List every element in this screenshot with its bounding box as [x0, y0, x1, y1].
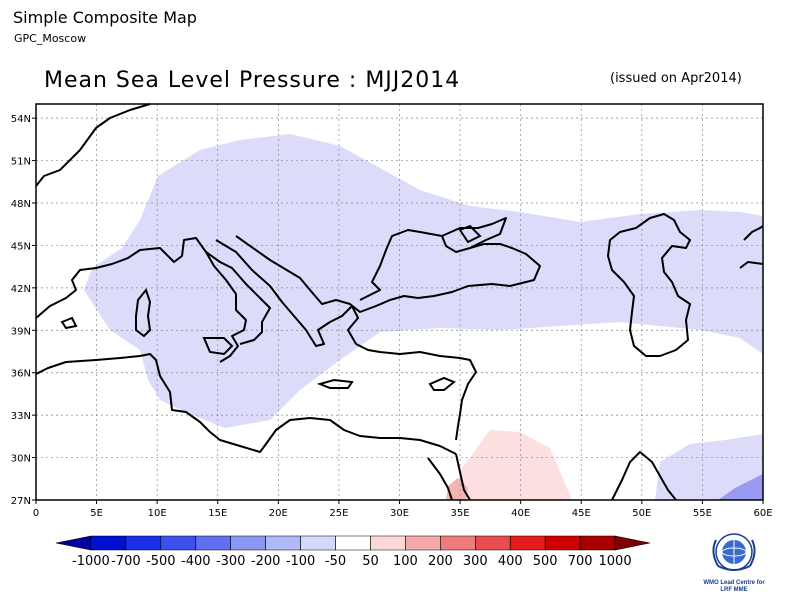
- color-legend-labels: -1000 -700 -500 -400 -300 -200 -100 -50 50 100 200…: [72, 554, 632, 569]
- legend-color-swatch: [90, 535, 127, 551]
- coastlines: [35, 103, 764, 501]
- legend-label: 1000: [599, 554, 632, 569]
- issued-date: (issued on Apr2014): [610, 71, 742, 86]
- lat-tick-label: 30N: [11, 454, 31, 465]
- legend-label: 100: [393, 554, 418, 569]
- islands: [60, 224, 482, 391]
- legend-label: 300: [463, 554, 488, 569]
- lat-tick-label: 39N: [11, 326, 31, 337]
- lat-tick-label: 27N: [11, 496, 31, 507]
- lat-tick-label: 48N: [11, 199, 31, 210]
- lat-tick-label: 45N: [11, 241, 31, 252]
- map-title: Mean Sea Level Pressure : MJJ2014: [44, 68, 461, 93]
- legend-label: 700: [568, 554, 593, 569]
- lon-tick-label: 35E: [451, 508, 470, 519]
- legend-label: -500: [146, 554, 176, 569]
- legend-label: -700: [111, 554, 141, 569]
- legend-color-swatch: [474, 535, 511, 551]
- lon-tick-label: 0: [33, 508, 39, 519]
- lat-tick-label: 42N: [11, 284, 31, 295]
- anomaly-shading: [84, 134, 763, 500]
- lon-tick-label: 40E: [511, 508, 530, 519]
- legend-color-swatch: [544, 535, 581, 551]
- lon-tick-label: 60E: [753, 508, 772, 519]
- logo-caption-line1: WMO Lead Centre for: [703, 580, 765, 586]
- lat-tick-label: 51N: [11, 157, 31, 168]
- lon-tick-label: 45E: [572, 508, 591, 519]
- lon-tick-label: 20E: [269, 508, 288, 519]
- legend-label: 50: [362, 554, 379, 569]
- lat-tick-label: 36N: [11, 369, 31, 380]
- legend-color-swatch: [509, 535, 546, 551]
- lon-tick-label: 55E: [693, 508, 712, 519]
- lon-tick-label: 50E: [632, 508, 651, 519]
- legend-color-swatch: [160, 535, 197, 551]
- positive-anomaly-region: [452, 430, 572, 500]
- legend-label: -400: [181, 554, 211, 569]
- lat-tick-label: 54N: [11, 114, 31, 125]
- legend-color-swatch: [370, 535, 406, 551]
- logo-caption: WMO Lead Centre for LRF MME: [688, 580, 780, 594]
- legend-color-swatch: [614, 535, 651, 551]
- color-legend: [55, 535, 651, 551]
- lat-tick-label: 33N: [11, 411, 31, 422]
- lon-tick-label: 30E: [390, 508, 409, 519]
- legend-color-swatch: [335, 535, 371, 551]
- legend-label: -100: [286, 554, 316, 569]
- legend-color-swatch: [125, 535, 162, 551]
- latitude-tick-labels: 27N 30N 33N 36N 39N 42N 45N 48N 51N 54N: [11, 114, 36, 507]
- lon-tick-label: 15E: [208, 508, 227, 519]
- longitude-tick-labels: 0 5E 10E 15E 20E 25E 30E 35E 40E 45E 50E 55E 60E: [33, 500, 773, 519]
- logo-caption-line2: LRF MME: [720, 587, 748, 593]
- legend-color-swatch: [230, 535, 266, 551]
- lon-tick-label: 10E: [148, 508, 167, 519]
- legend-label: -50: [325, 554, 346, 569]
- header-title: Simple Composite Map: [13, 8, 197, 27]
- legend-color-swatch: [55, 535, 92, 551]
- legend-label: -200: [251, 554, 281, 569]
- legend-color-swatch: [579, 535, 616, 551]
- lon-tick-label: 5E: [90, 508, 103, 519]
- grid-lines: [36, 104, 763, 500]
- legend-color-swatch: [265, 535, 301, 551]
- negative-anomaly-core-se: [718, 474, 763, 500]
- negative-anomaly-region: [84, 134, 763, 428]
- legend-color-swatch: [300, 535, 336, 551]
- negative-anomaly-region-se: [655, 434, 763, 500]
- header-subtitle: GPC_Moscow: [14, 32, 87, 45]
- legend-label: 500: [533, 554, 558, 569]
- legend-color-swatch: [440, 535, 476, 551]
- legend-label: -300: [216, 554, 246, 569]
- legend-label: 200: [428, 554, 453, 569]
- wmo-logo-icon: [712, 533, 756, 571]
- legend-label: -1000: [72, 554, 110, 569]
- lon-tick-label: 25E: [329, 508, 348, 519]
- legend-color-swatch: [405, 535, 441, 551]
- legend-color-swatch: [195, 535, 232, 551]
- legend-label: 400: [498, 554, 523, 569]
